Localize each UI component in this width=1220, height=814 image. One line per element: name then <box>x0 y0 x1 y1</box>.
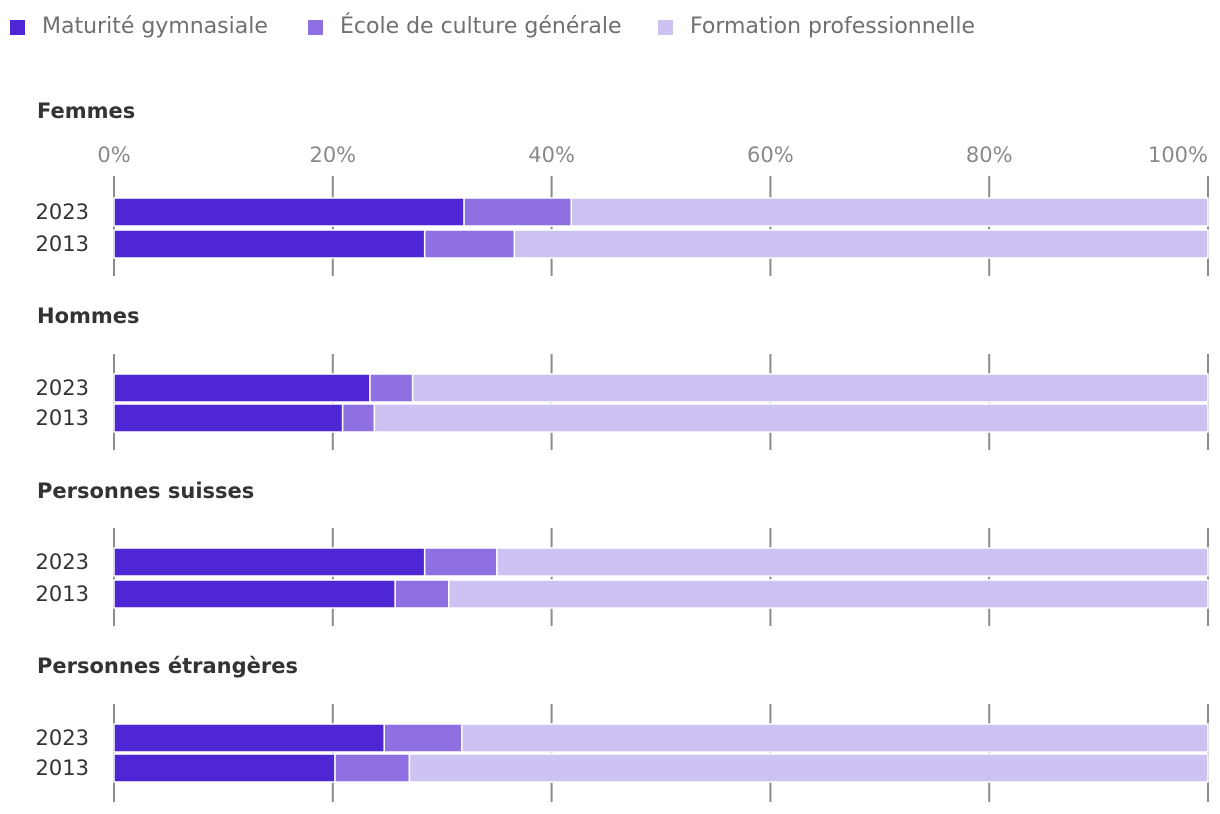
bar-segment[interactable] <box>496 547 1209 577</box>
bar-segment[interactable] <box>448 579 1209 609</box>
bar-segment[interactable] <box>113 403 344 433</box>
x-tick-label: 40% <box>528 143 575 167</box>
bar-segment[interactable] <box>423 229 516 259</box>
bar-segment[interactable] <box>461 723 1209 753</box>
group-title: Personnes étrangères <box>37 654 298 678</box>
year-label: 2013 <box>36 582 89 606</box>
bar-segment[interactable] <box>513 229 1209 259</box>
bar-segment[interactable] <box>334 753 411 783</box>
legend-label: Formation professionnelle <box>690 14 975 39</box>
bar-segment[interactable] <box>423 547 498 577</box>
legend-item[interactable]: Formation professionnelle <box>658 14 975 39</box>
chart-group: Hommes 2023 2013 <box>36 304 1209 450</box>
chart-group: Personnes suisses 2023 2013 <box>36 479 1209 626</box>
year-label: 2013 <box>36 232 89 256</box>
year-label: 2023 <box>36 550 89 574</box>
legend-swatch <box>308 20 323 35</box>
legend-label: Maturité gymnasiale <box>42 14 268 39</box>
bar-segment[interactable] <box>341 403 376 433</box>
legend-swatch <box>658 20 673 35</box>
bar-segment[interactable] <box>394 579 450 609</box>
year-label: 2013 <box>36 406 89 430</box>
bar-segment[interactable] <box>463 197 573 227</box>
legend-label: École de culture générale <box>340 13 622 39</box>
year-label: 2023 <box>36 376 89 400</box>
x-tick-label: 80% <box>966 143 1013 167</box>
chart-group: Personnes étrangères 2023 2013 <box>36 654 1209 802</box>
bar-segment[interactable] <box>113 579 396 609</box>
x-tick-label: 0% <box>97 143 130 167</box>
bar-segment[interactable] <box>373 403 1209 433</box>
plot-area: Femmes 0% 20% 40% 60% 80% 100% 2023 2013 Hommes 20… <box>36 99 1209 802</box>
year-label: 2023 <box>36 200 89 224</box>
year-label: 2013 <box>36 756 89 780</box>
group-title: Femmes <box>37 99 135 123</box>
bar-segment[interactable] <box>113 547 426 577</box>
bar-segment[interactable] <box>383 723 463 753</box>
bar-segment[interactable] <box>113 373 371 403</box>
legend-item[interactable]: École de culture générale <box>308 13 622 39</box>
x-tick-label: 20% <box>309 143 356 167</box>
legend-item[interactable]: Maturité gymnasiale <box>10 14 268 39</box>
bar-segment[interactable] <box>411 373 1209 403</box>
group-title: Personnes suisses <box>37 479 254 503</box>
bar-segment[interactable] <box>408 753 1209 783</box>
x-tick-label: 100% <box>1148 143 1208 167</box>
year-label: 2023 <box>36 726 89 750</box>
bar-segment[interactable] <box>113 197 465 227</box>
bar-segment[interactable] <box>113 229 426 259</box>
bar-segment[interactable] <box>570 197 1209 227</box>
bar-segment[interactable] <box>369 373 414 403</box>
legend-swatch <box>10 20 25 35</box>
x-tick-label: 60% <box>747 143 794 167</box>
legend: Maturité gymnasiale École de culture géné… <box>10 13 975 39</box>
bar-segment[interactable] <box>113 723 385 753</box>
chart-group: Femmes 0% 20% 40% 60% 80% 100% 2023 2013 <box>36 99 1209 276</box>
bar-segment[interactable] <box>113 753 336 783</box>
group-title: Hommes <box>37 304 140 328</box>
